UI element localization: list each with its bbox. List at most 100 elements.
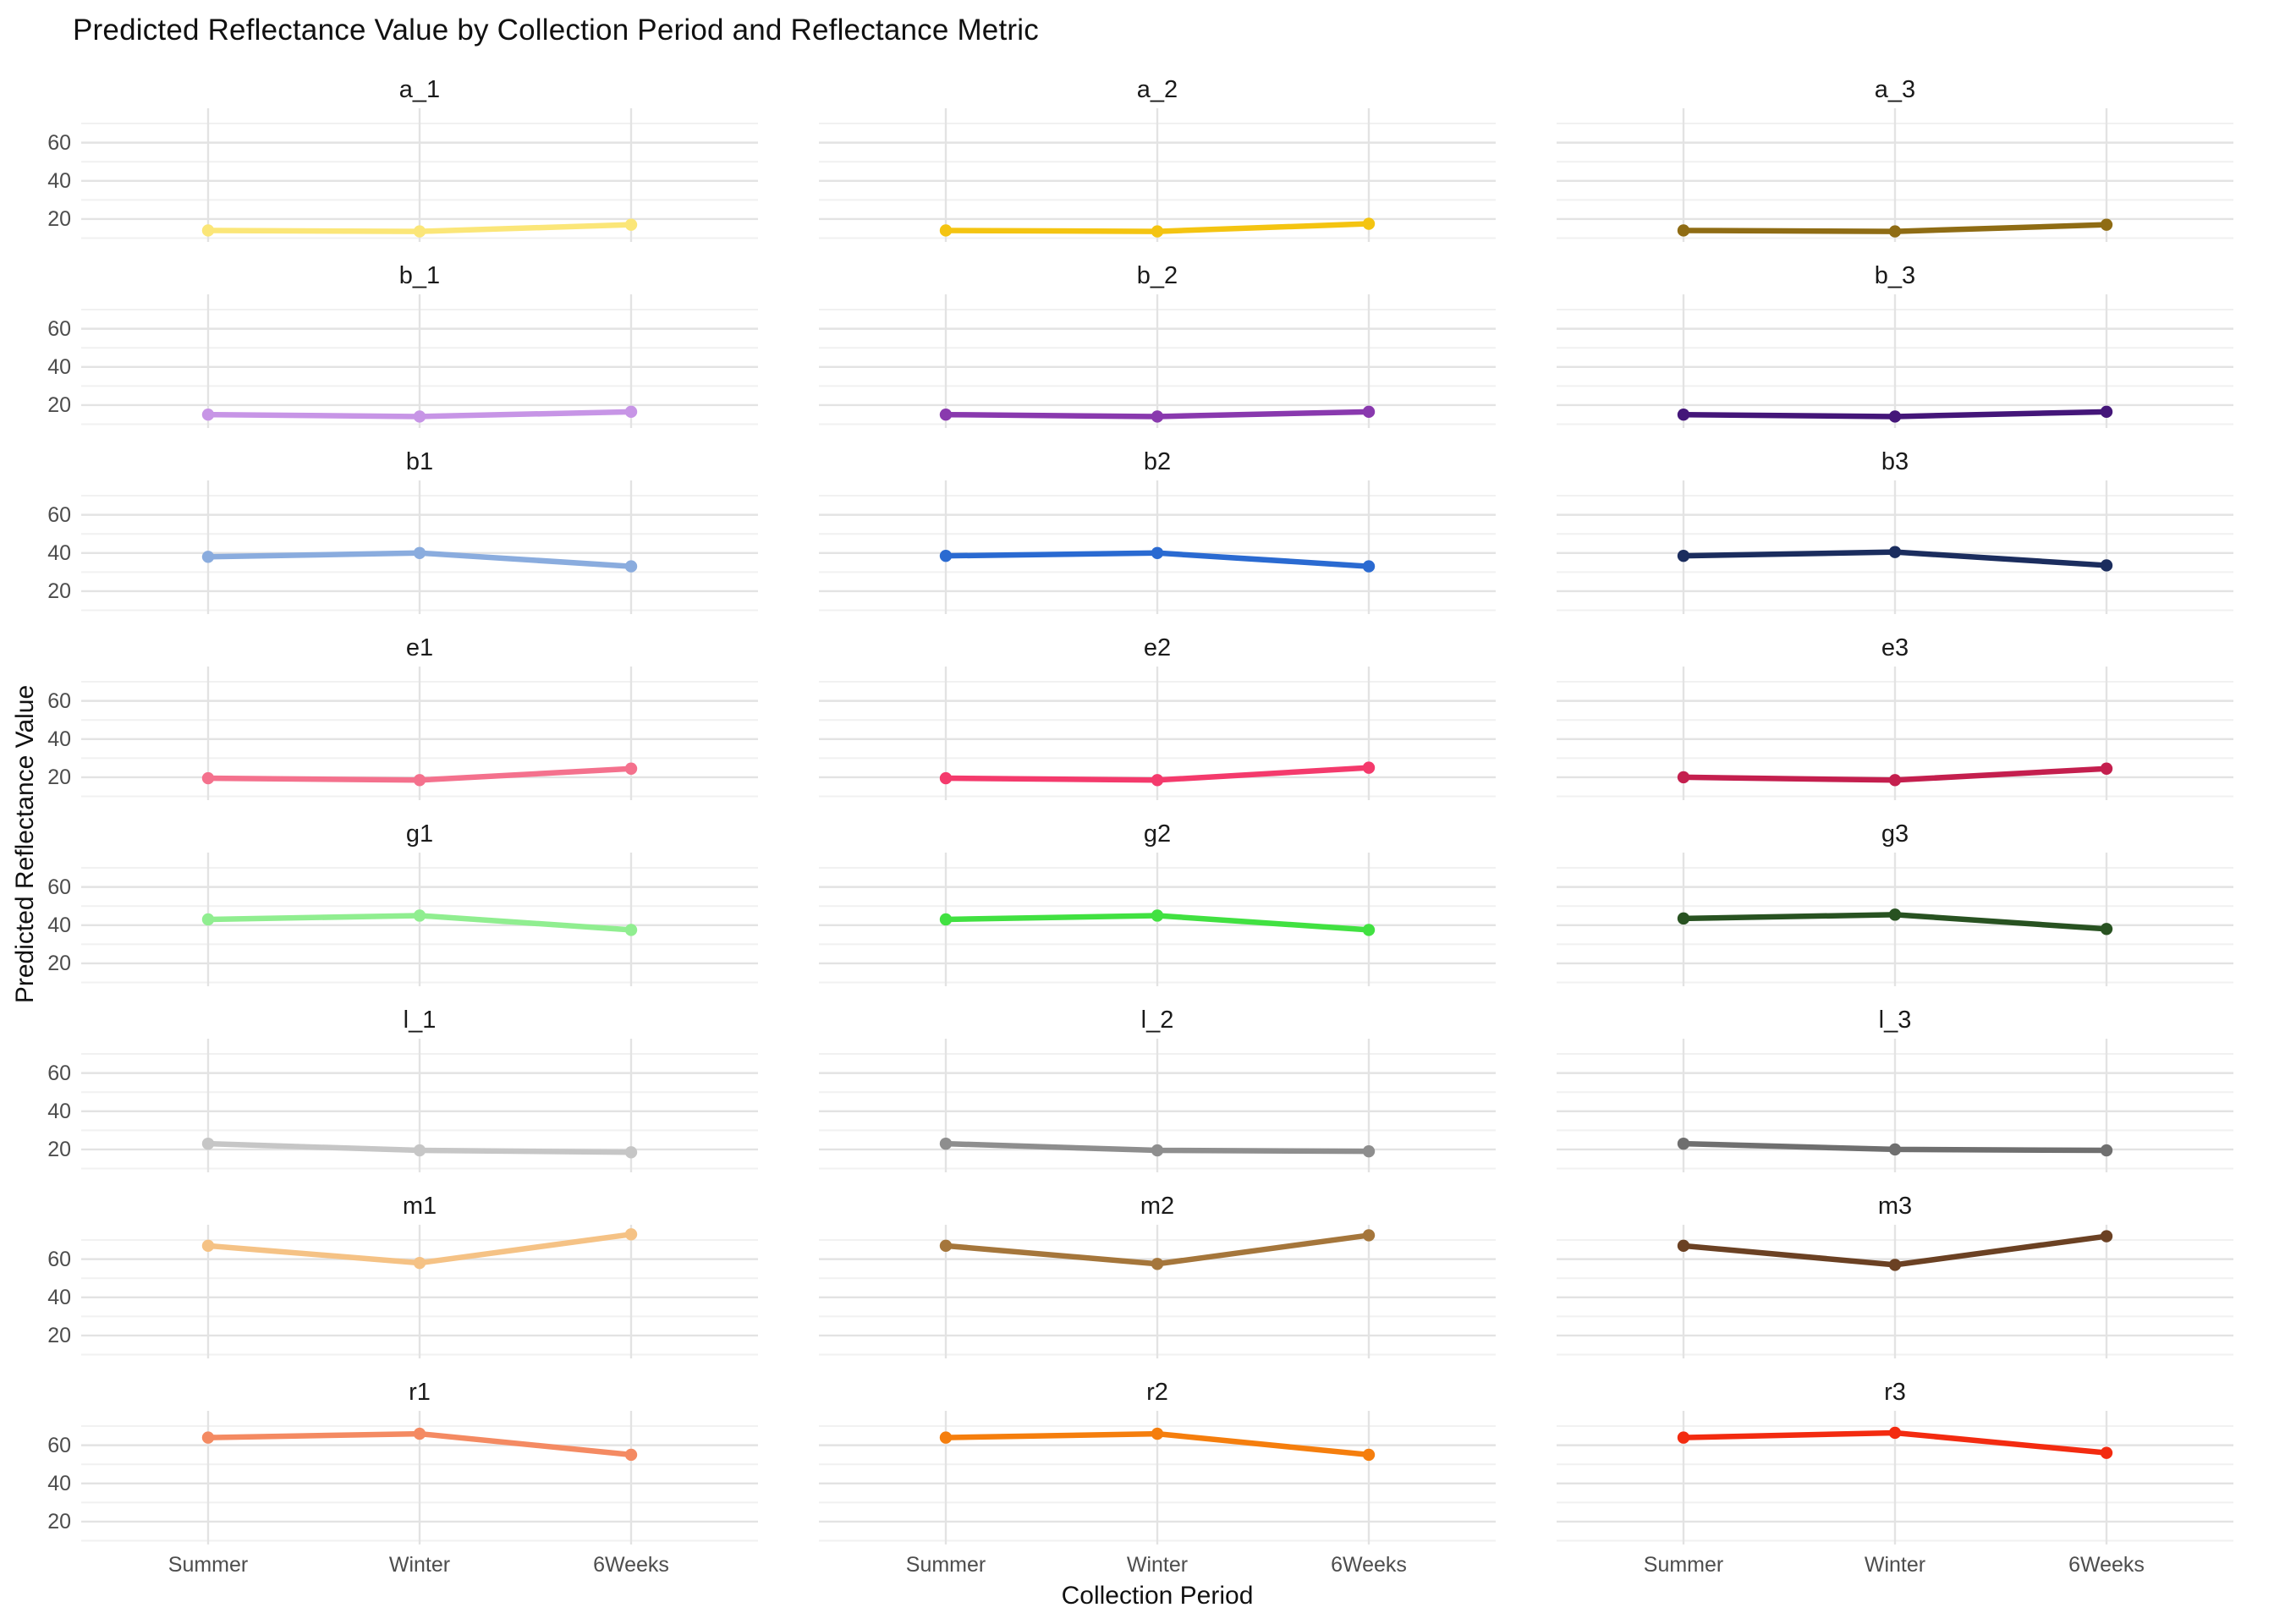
data-point [939,224,953,237]
data-point [1888,1143,1902,1156]
y-tick-label: 20 [47,951,71,975]
x-tick-label: Summer [905,1553,986,1577]
facet-panel-b2 [819,480,1496,614]
data-point [1362,1448,1376,1462]
facet-title: b1 [405,448,434,475]
facet-r3: r3 Summer Winter 6Weeks [1557,1377,2233,1577]
data-point [1888,1259,1902,1271]
data-point [1677,1431,1690,1444]
data-point [1151,410,1164,423]
data-point [1677,1137,1690,1150]
facet-plot-r1 [81,1411,758,1544]
data-point [939,913,953,926]
x-tick-label: Winter [1864,1553,1926,1577]
y-tick-label: 60 [47,689,71,713]
data-point [201,771,215,785]
facet-plot-a_1 [81,108,758,242]
facet-panel-r3: Summer Winter 6Weeks [1557,1411,2233,1577]
facet-title: g2 [1143,820,1172,848]
data-point [624,1448,638,1462]
data-point [624,218,638,231]
data-point [413,225,426,238]
data-point [1888,774,1902,787]
data-point [201,1239,215,1253]
data-point [1888,410,1902,423]
facet-title: m3 [1877,1193,1913,1220]
facet-panel-b1: 20 40 60 [47,480,758,614]
facet-panel-b3 [1557,480,2233,614]
data-point [624,924,638,936]
data-point [413,546,426,559]
facet-title: e3 [1881,634,1909,661]
data-point [201,1431,215,1444]
data-point [1677,1239,1690,1253]
y-tick-label: 20 [47,579,71,603]
facet-title: l_2 [1140,1007,1174,1034]
data-point [2100,762,2113,775]
y-tick-label: 60 [47,875,71,899]
data-point [1362,405,1376,419]
facet-a_3: a_3 [1557,74,2233,242]
facet-plot-g1 [81,853,758,986]
data-point [2100,1230,2113,1243]
y-tick-label: 40 [47,913,71,937]
data-point [1362,1144,1376,1158]
data-point [1151,1144,1164,1157]
facet-plot-a_3 [1557,108,2233,242]
facet-title: b_1 [398,262,441,289]
facet-plot-e2 [819,667,1496,800]
facet-panel-r2: Summer Winter 6Weeks [819,1411,1496,1577]
data-point [413,1144,426,1157]
facet-panel-b_1: 20 40 60 [47,294,758,428]
facet-plot-b3 [1557,480,2233,614]
data-point [1151,774,1164,787]
data-point [624,405,638,419]
facet-title: b2 [1143,448,1172,475]
facet-r1: r1 20 40 60 Summer Winter 6Weeks [47,1377,758,1577]
data-point [2100,218,2113,231]
y-tick-label: 60 [47,1433,71,1457]
facet-plot-b_2 [819,294,1496,428]
y-tick-label: 20 [47,1137,71,1161]
data-point [1151,1427,1164,1440]
data-point [939,1137,953,1150]
data-point [2100,923,2113,935]
data-point [413,909,426,922]
data-point [1151,909,1164,922]
data-point [1677,224,1690,237]
y-tick-label: 60 [47,316,71,341]
facet-a_2: a_2 [819,74,1496,242]
facet-panel-a_3 [1557,108,2233,242]
facet-panel-b_3 [1557,294,2233,428]
data-point [1362,761,1376,774]
facet-title: r1 [409,1379,431,1406]
facet-plot-e3 [1557,667,2233,800]
x-tick-label: Summer [168,1553,249,1577]
data-point [2100,559,2113,572]
data-point [201,1137,215,1150]
data-point [413,410,426,423]
data-point [201,551,215,563]
y-tick-label: 40 [47,354,71,379]
facet-plot-l_2 [819,1039,1496,1172]
data-point [1888,225,1902,238]
data-point [1888,1426,1902,1440]
facet-plot-r3 [1557,1411,2233,1544]
facet-plot-e1 [81,667,758,800]
y-tick-label: 20 [47,392,71,417]
facet-e3: e3 [1557,633,2233,800]
facet-plot-l_3 [1557,1039,2233,1172]
facet-plot-r2 [819,1411,1496,1544]
data-point [2100,1144,2113,1157]
facet-panel-g2 [819,853,1496,986]
data-point [624,560,638,573]
y-tick-label: 60 [47,502,71,527]
facet-title: l_1 [403,1007,437,1034]
y-tick-label: 60 [47,130,71,155]
facet-panel-g3 [1557,853,2233,986]
data-point [1362,924,1376,936]
data-point [624,762,638,775]
facet-title: b3 [1881,448,1909,475]
facet-l_2: l_2 [819,1005,1496,1172]
